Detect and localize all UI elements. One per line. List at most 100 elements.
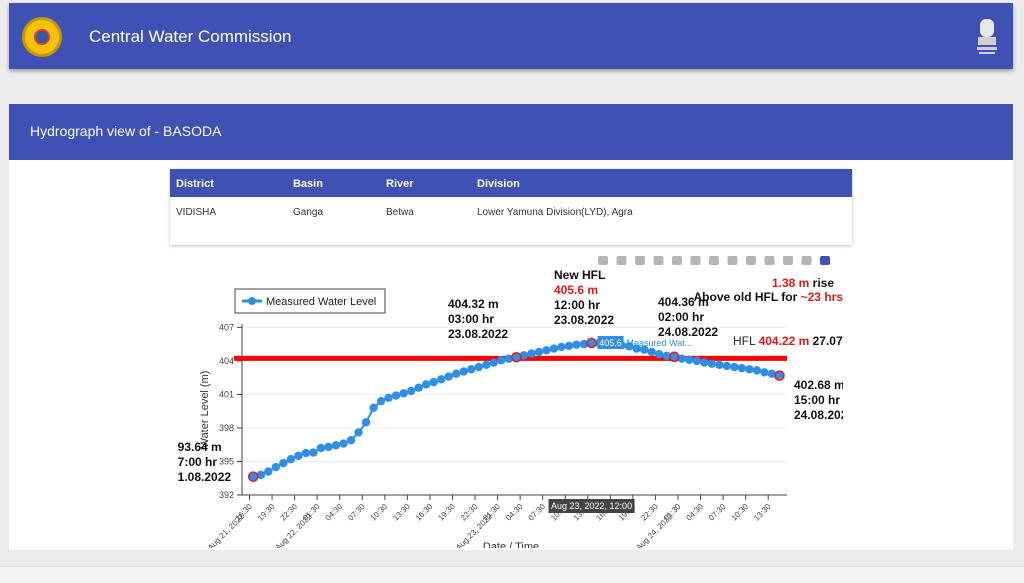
hydrograph-chart[interactable]: 392 395 398 401 404 407 16:30 Aug 21, 2022 19:30…: [171, 248, 873, 553]
hover-value: 405.6: [599, 338, 622, 348]
reset-axes-icon: [746, 256, 756, 265]
data-point: [459, 367, 468, 376]
data-point: [294, 451, 303, 461]
data-point: [579, 339, 589, 349]
table-header-row: District Basin River Division: [170, 169, 852, 197]
fall-annotation: 24.08.2022: [658, 325, 718, 339]
main-content: District Basin River Division VIDISHA Ga…: [9, 160, 1013, 553]
data-point: [376, 396, 386, 406]
peak-annotation: 12:00 hr: [554, 298, 600, 312]
peak-annotation-value: 405.6 m: [554, 283, 598, 297]
hover-compare-icon: [801, 256, 812, 265]
y-tick-label: 392: [219, 490, 234, 500]
rise-annotation: 404.32 m: [448, 297, 499, 311]
data-point: [745, 365, 754, 374]
x-tick-label: 07:30: [346, 502, 367, 523]
data-point: [309, 448, 318, 457]
hover-x-box: [548, 499, 635, 513]
hfl-label-value: 404.22 m: [759, 334, 813, 348]
data-point: [767, 369, 777, 378]
data-point: [331, 441, 341, 450]
peak-annotation: 23.08.2022: [554, 313, 614, 327]
data-point: [256, 470, 265, 480]
fall-annotation: 404.36 m: [658, 295, 709, 309]
data-point: [497, 356, 506, 365]
station-info-table: District Basin River Division VIDISHA Ga…: [170, 169, 852, 245]
data-point: [504, 354, 514, 363]
y-tick-label: 395: [219, 456, 234, 466]
x-tick-label: 22:30: [639, 502, 660, 523]
rise-annotation: 03:00 hr: [448, 312, 494, 326]
data-point: [391, 391, 401, 400]
data-point: [692, 356, 701, 366]
data-point: [467, 365, 476, 374]
column-header: Division: [477, 178, 520, 190]
hfl-label: HFL 404.22 m 27.07.1986: [733, 334, 843, 348]
table-row: VIDISHA Ganga Betwa Lower Yamuna Divisio…: [170, 197, 852, 245]
data-point: [279, 458, 288, 468]
data-point: [384, 393, 393, 402]
zoom-icon: [616, 256, 627, 265]
x-tick-label: 10:30: [369, 502, 390, 523]
start-annotation: 17:00 hr: [178, 455, 217, 469]
x-tick-label: 19:30: [436, 502, 457, 523]
district-cell: VIDISHA: [176, 207, 217, 218]
data-point: [361, 418, 371, 427]
legend-label: Measured Water Level: [266, 296, 376, 308]
rise-note: 1.38 m rise: [772, 276, 834, 290]
data-point: [662, 351, 671, 361]
x-tick-label: Aug 21, 2022: [206, 512, 246, 548]
above-hfl-prefix: Above old HFL for: [694, 290, 801, 304]
data-point: [339, 439, 348, 448]
data-point: [474, 362, 483, 372]
data-point: [564, 341, 574, 350]
lasso-icon: [672, 256, 682, 265]
start-annotation: 393.64 m: [178, 440, 222, 454]
highlight-point: [247, 471, 259, 482]
peak-annotation-title: New HFL: [554, 268, 605, 282]
data-point: [482, 360, 491, 369]
data-point: [760, 368, 769, 377]
data-point: [752, 366, 762, 375]
x-tick-label: 07:30: [527, 502, 548, 523]
x-axis-title: Date / Time: [483, 541, 539, 548]
data-point: [421, 380, 431, 389]
column-header: District: [176, 178, 214, 190]
rise-note-value: 1.38 m: [772, 276, 809, 290]
data-point: [286, 455, 296, 464]
end-annotation: 15:00 hr: [794, 393, 840, 407]
data-point: [534, 347, 544, 357]
basin-cell: Ganga: [293, 207, 324, 218]
fall-annotation: 02:00 hr: [658, 310, 704, 324]
data-point: [264, 467, 273, 476]
highlight-point: [511, 352, 522, 363]
x-tick-label: 13:30: [391, 502, 412, 523]
above-hfl-note: Above old HFL for ~23 hrs: [694, 290, 843, 304]
x-tick-label: 04:30: [324, 502, 345, 523]
x-tick-label: 10:30: [730, 502, 751, 523]
river-cell: Betwa: [386, 207, 414, 218]
highlight-point: [586, 337, 597, 349]
data-point: [722, 361, 732, 371]
hover-value-box: [597, 336, 624, 349]
data-point: [429, 377, 438, 387]
y-tick-label: 398: [219, 423, 234, 433]
data-point: [677, 354, 686, 363]
data-point: [324, 442, 333, 452]
data-point: [737, 363, 747, 373]
data-point: [639, 345, 649, 354]
x-tick-label: 04:30: [504, 502, 525, 523]
end-annotation: 24.08.2022: [794, 408, 843, 422]
footer: [0, 566, 1024, 583]
legend-marker: [248, 297, 256, 305]
hydrograph-panel: 392 395 398 401 404 407 16:30 Aug 21, 2022 19:30…: [171, 248, 873, 553]
x-tick-label: 04:30: [684, 502, 705, 523]
national-emblem-icon: [977, 19, 997, 54]
data-point: [346, 436, 356, 445]
data-point: [301, 448, 311, 458]
x-tick-label: 22:30: [279, 502, 300, 523]
hfl-label-date: 27.07.1986: [813, 334, 843, 348]
end-annotation: 402.68 m: [794, 378, 843, 392]
x-tick-label: 19:30: [256, 502, 277, 523]
hover-closest-icon: [783, 256, 793, 265]
